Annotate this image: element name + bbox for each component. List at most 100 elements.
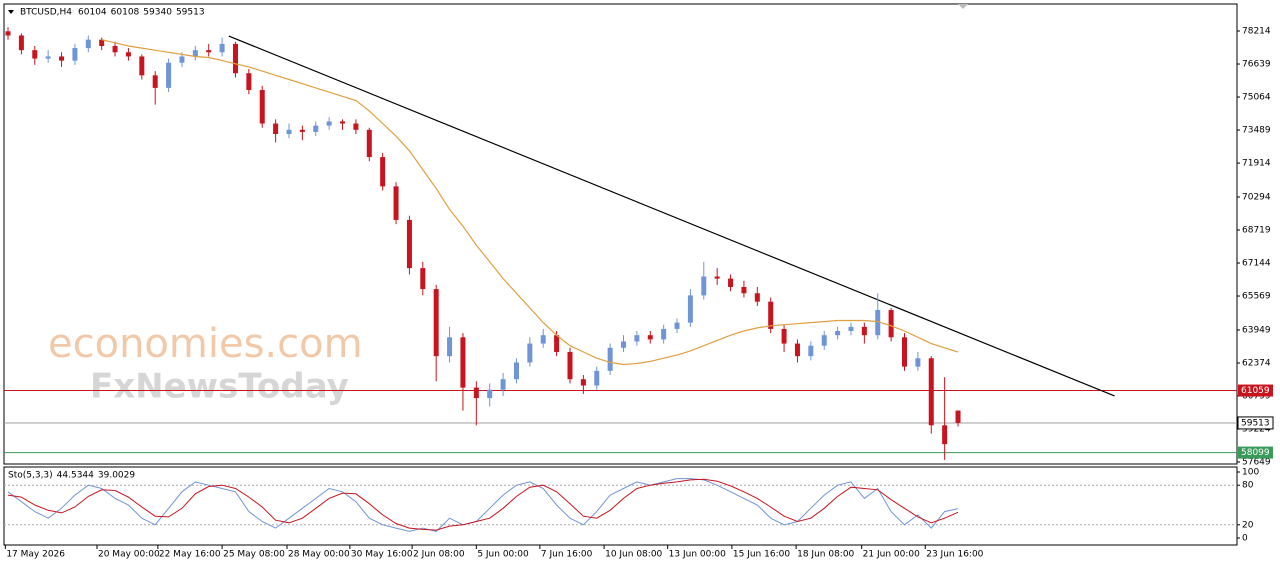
candle-body — [313, 125, 319, 132]
candle-body — [634, 335, 640, 342]
candle-body — [554, 335, 560, 352]
candle-body — [18, 35, 24, 51]
candle-body — [85, 39, 91, 49]
candle-body — [781, 328, 787, 344]
candle-body — [728, 278, 734, 287]
candle-body — [875, 310, 881, 336]
candle-body — [754, 293, 760, 302]
x-tick-label: 20 May 00:00 — [98, 550, 160, 560]
y-tick-label: 63949 — [1242, 325, 1271, 335]
indicator-tick-label: 0 — [1242, 534, 1248, 544]
candle-body — [99, 39, 105, 46]
shift-marker — [958, 4, 968, 9]
y-tick-label: 59224 — [1242, 425, 1271, 435]
y-tick-label: 62374 — [1242, 358, 1271, 368]
candle-body — [152, 75, 158, 88]
indicator-tick-label: 80 — [1242, 481, 1254, 491]
y-tick-label: 73489 — [1242, 126, 1271, 136]
candle-body — [299, 129, 305, 132]
candle-body — [901, 337, 907, 367]
candle-body — [835, 331, 841, 336]
candle-body — [915, 358, 921, 367]
candle-body — [955, 410, 961, 423]
moving-average — [101, 39, 959, 366]
candle-body — [286, 129, 292, 135]
indicator-name: Sto(5,3,3) — [8, 471, 53, 481]
candle-body — [487, 389, 493, 399]
x-tick-label: 18 Jun 08:00 — [797, 550, 854, 560]
candle-body — [5, 31, 11, 36]
candle-body — [179, 56, 185, 63]
price-tag — [1238, 446, 1273, 459]
candle-body — [420, 268, 426, 290]
menu-arrow — [8, 10, 14, 14]
indicator-panel — [3, 466, 1238, 546]
candle-body — [112, 45, 118, 53]
y-tick-label: 68719 — [1242, 226, 1271, 236]
candle-body — [72, 48, 78, 61]
candle-body — [192, 50, 198, 57]
x-tick-label: 10 Jun 08:00 — [605, 550, 662, 560]
x-tick-label: 25 May 08:00 — [223, 550, 285, 560]
candle-body — [928, 358, 934, 426]
candle-body — [206, 50, 212, 53]
symbol: BTCUSD,H4 — [20, 8, 72, 18]
y-tick-label: 76639 — [1242, 60, 1271, 70]
candle-body — [32, 50, 38, 59]
indicator-tick-label: 100 — [1242, 468, 1259, 478]
x-tick-label: 17 May 2026 — [6, 550, 65, 560]
candle-body — [166, 62, 172, 88]
candle-body — [540, 335, 546, 344]
x-tick-label: 5 Jun 00:00 — [477, 550, 529, 560]
candle-body — [821, 335, 827, 346]
y-tick-label: 65569 — [1242, 292, 1271, 302]
candle-body — [687, 295, 693, 323]
y-tick-label: 78214 — [1242, 27, 1271, 37]
main-panel — [3, 3, 1238, 465]
candle-body — [567, 351, 573, 380]
candle-body — [353, 123, 359, 130]
candle-body — [366, 129, 372, 158]
ohlc-value: 59513 — [176, 8, 205, 18]
candle-body — [768, 301, 774, 329]
x-tick-label: 21 Jun 00:00 — [863, 550, 920, 560]
trendline — [228, 35, 1115, 397]
candle-body — [741, 286, 747, 294]
price-tag-label: 59513 — [1241, 418, 1270, 428]
candle-body — [661, 328, 667, 340]
candle-body — [59, 56, 65, 61]
y-tick-label: 71914 — [1242, 159, 1271, 169]
price-tag — [1238, 384, 1273, 397]
y-tick-label: 57649 — [1242, 458, 1271, 468]
stochastic-line — [7, 478, 959, 531]
y-tick-label: 67144 — [1242, 259, 1271, 269]
candle-body — [580, 379, 586, 386]
candle-body — [460, 337, 466, 388]
candle-body — [473, 387, 479, 399]
candle-body — [45, 56, 51, 59]
candle-body — [500, 379, 506, 390]
candle-body — [125, 52, 131, 57]
candle-body — [380, 157, 386, 187]
candle-body — [621, 341, 627, 348]
candle-body — [848, 326, 854, 332]
candle-body — [674, 322, 680, 329]
candle-body — [647, 335, 653, 340]
candle-body — [433, 289, 439, 357]
x-tick-label: 15 Jun 16:00 — [733, 550, 790, 560]
x-tick-label: 7 Jun 16:00 — [541, 550, 593, 560]
candle-body — [393, 186, 399, 220]
candle-body — [326, 121, 332, 126]
stochastic-line — [7, 478, 959, 532]
candle-body — [232, 43, 238, 74]
candle-body — [701, 276, 707, 296]
ohlc-value: 60108 — [111, 8, 140, 18]
ohlc-value: 59340 — [143, 8, 172, 18]
y-tick-label: 75064 — [1242, 93, 1271, 103]
candle-body — [594, 370, 600, 386]
ohlc-value: 60104 — [78, 8, 107, 18]
indicator-value: 39.0029 — [98, 471, 135, 481]
x-tick-label: 23 Jun 16:00 — [926, 550, 983, 560]
candle-body — [888, 310, 894, 338]
